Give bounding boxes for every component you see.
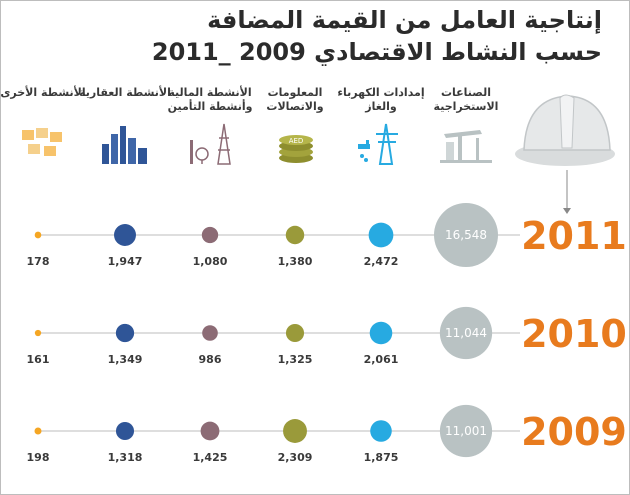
bubble-2010-2 bbox=[285, 323, 305, 343]
bubble-2010-3 bbox=[202, 325, 218, 341]
year-label-2010: 2010 bbox=[521, 312, 627, 356]
coin-label: AED bbox=[289, 137, 304, 145]
bubble-2009-4 bbox=[115, 421, 135, 441]
bubble-2010-0 bbox=[439, 306, 493, 360]
bubble-2011-1 bbox=[368, 222, 394, 248]
year-label-2009: 2009 bbox=[521, 410, 627, 454]
power-tower-icon bbox=[358, 123, 398, 165]
value-label-2009-3: 1,425 bbox=[193, 451, 228, 464]
value-label-2011-5: 178 bbox=[27, 255, 50, 268]
bubble-2011-2 bbox=[285, 225, 305, 245]
bubble-2011-0 bbox=[434, 203, 498, 267]
value-label-2010-2: 1,325 bbox=[278, 353, 313, 366]
value-label-2011-3: 1,080 bbox=[193, 255, 228, 268]
category-label-extractive: الصناعات الاستخراجية bbox=[433, 86, 499, 113]
value-label-2010-3: 986 bbox=[199, 353, 222, 366]
value-label-2009-5: 198 bbox=[27, 451, 50, 464]
value-label-2011-0: 16,548 bbox=[445, 228, 487, 242]
value-label-2011-1: 2,472 bbox=[364, 255, 399, 268]
hard-hat-icon bbox=[515, 94, 615, 166]
coins-icon: AED bbox=[279, 135, 313, 163]
oil-pump-icon bbox=[440, 130, 492, 163]
hat-connector-arrow bbox=[563, 208, 571, 214]
value-label-2009-4: 1,318 bbox=[108, 451, 143, 464]
boxes-icon bbox=[22, 128, 62, 156]
bubble-2009-2 bbox=[283, 419, 307, 443]
category-label-info-communications: المعلومات والاتصالات bbox=[266, 86, 324, 113]
chart-title: إنتاجية العامل من القيمة المضافة bbox=[207, 6, 602, 34]
value-label-2010-5: 161 bbox=[27, 353, 50, 366]
bubble-2010-4 bbox=[115, 323, 135, 343]
value-label-2010-4: 1,349 bbox=[108, 353, 143, 366]
category-label-electricity-gas: إمدادات الكهرباء والغاز bbox=[337, 86, 425, 113]
value-label-2009-1: 1,875 bbox=[364, 451, 399, 464]
value-label-2010-0: 11,044 bbox=[445, 326, 487, 340]
bubble-2009-3 bbox=[200, 421, 220, 441]
city-buildings-icon bbox=[102, 126, 147, 164]
year-label-2011: 2011 bbox=[521, 214, 627, 258]
value-label-2010-1: 2,061 bbox=[364, 353, 399, 366]
value-label-2011-4: 1,947 bbox=[108, 255, 143, 268]
chart-subtitle: حسب النشاط الاقتصادي 2009 _2011 bbox=[151, 38, 602, 66]
antenna-tower-icon bbox=[190, 123, 231, 165]
value-label-2011-2: 1,380 bbox=[278, 255, 313, 268]
bubble-2009-0 bbox=[439, 404, 493, 458]
value-label-2009-0: 11,001 bbox=[445, 424, 487, 438]
bubble-2011-5 bbox=[34, 231, 42, 239]
bubble-2009-1 bbox=[370, 420, 392, 442]
bubble-2011-3 bbox=[201, 226, 219, 244]
bubble-2010-1 bbox=[369, 321, 393, 345]
category-label-financial: الأنشطة المالية وأنشطة التأمين bbox=[167, 86, 253, 113]
bubble-2011-4 bbox=[114, 224, 136, 246]
category-label-real-estate: الأنشطة العقارية bbox=[79, 86, 171, 99]
value-label-2009-2: 2,309 bbox=[278, 451, 313, 464]
bubble-2010-5 bbox=[34, 329, 42, 337]
category-label-other: الأنشطة الأخرى bbox=[0, 86, 86, 99]
bubble-2009-5 bbox=[34, 427, 42, 435]
